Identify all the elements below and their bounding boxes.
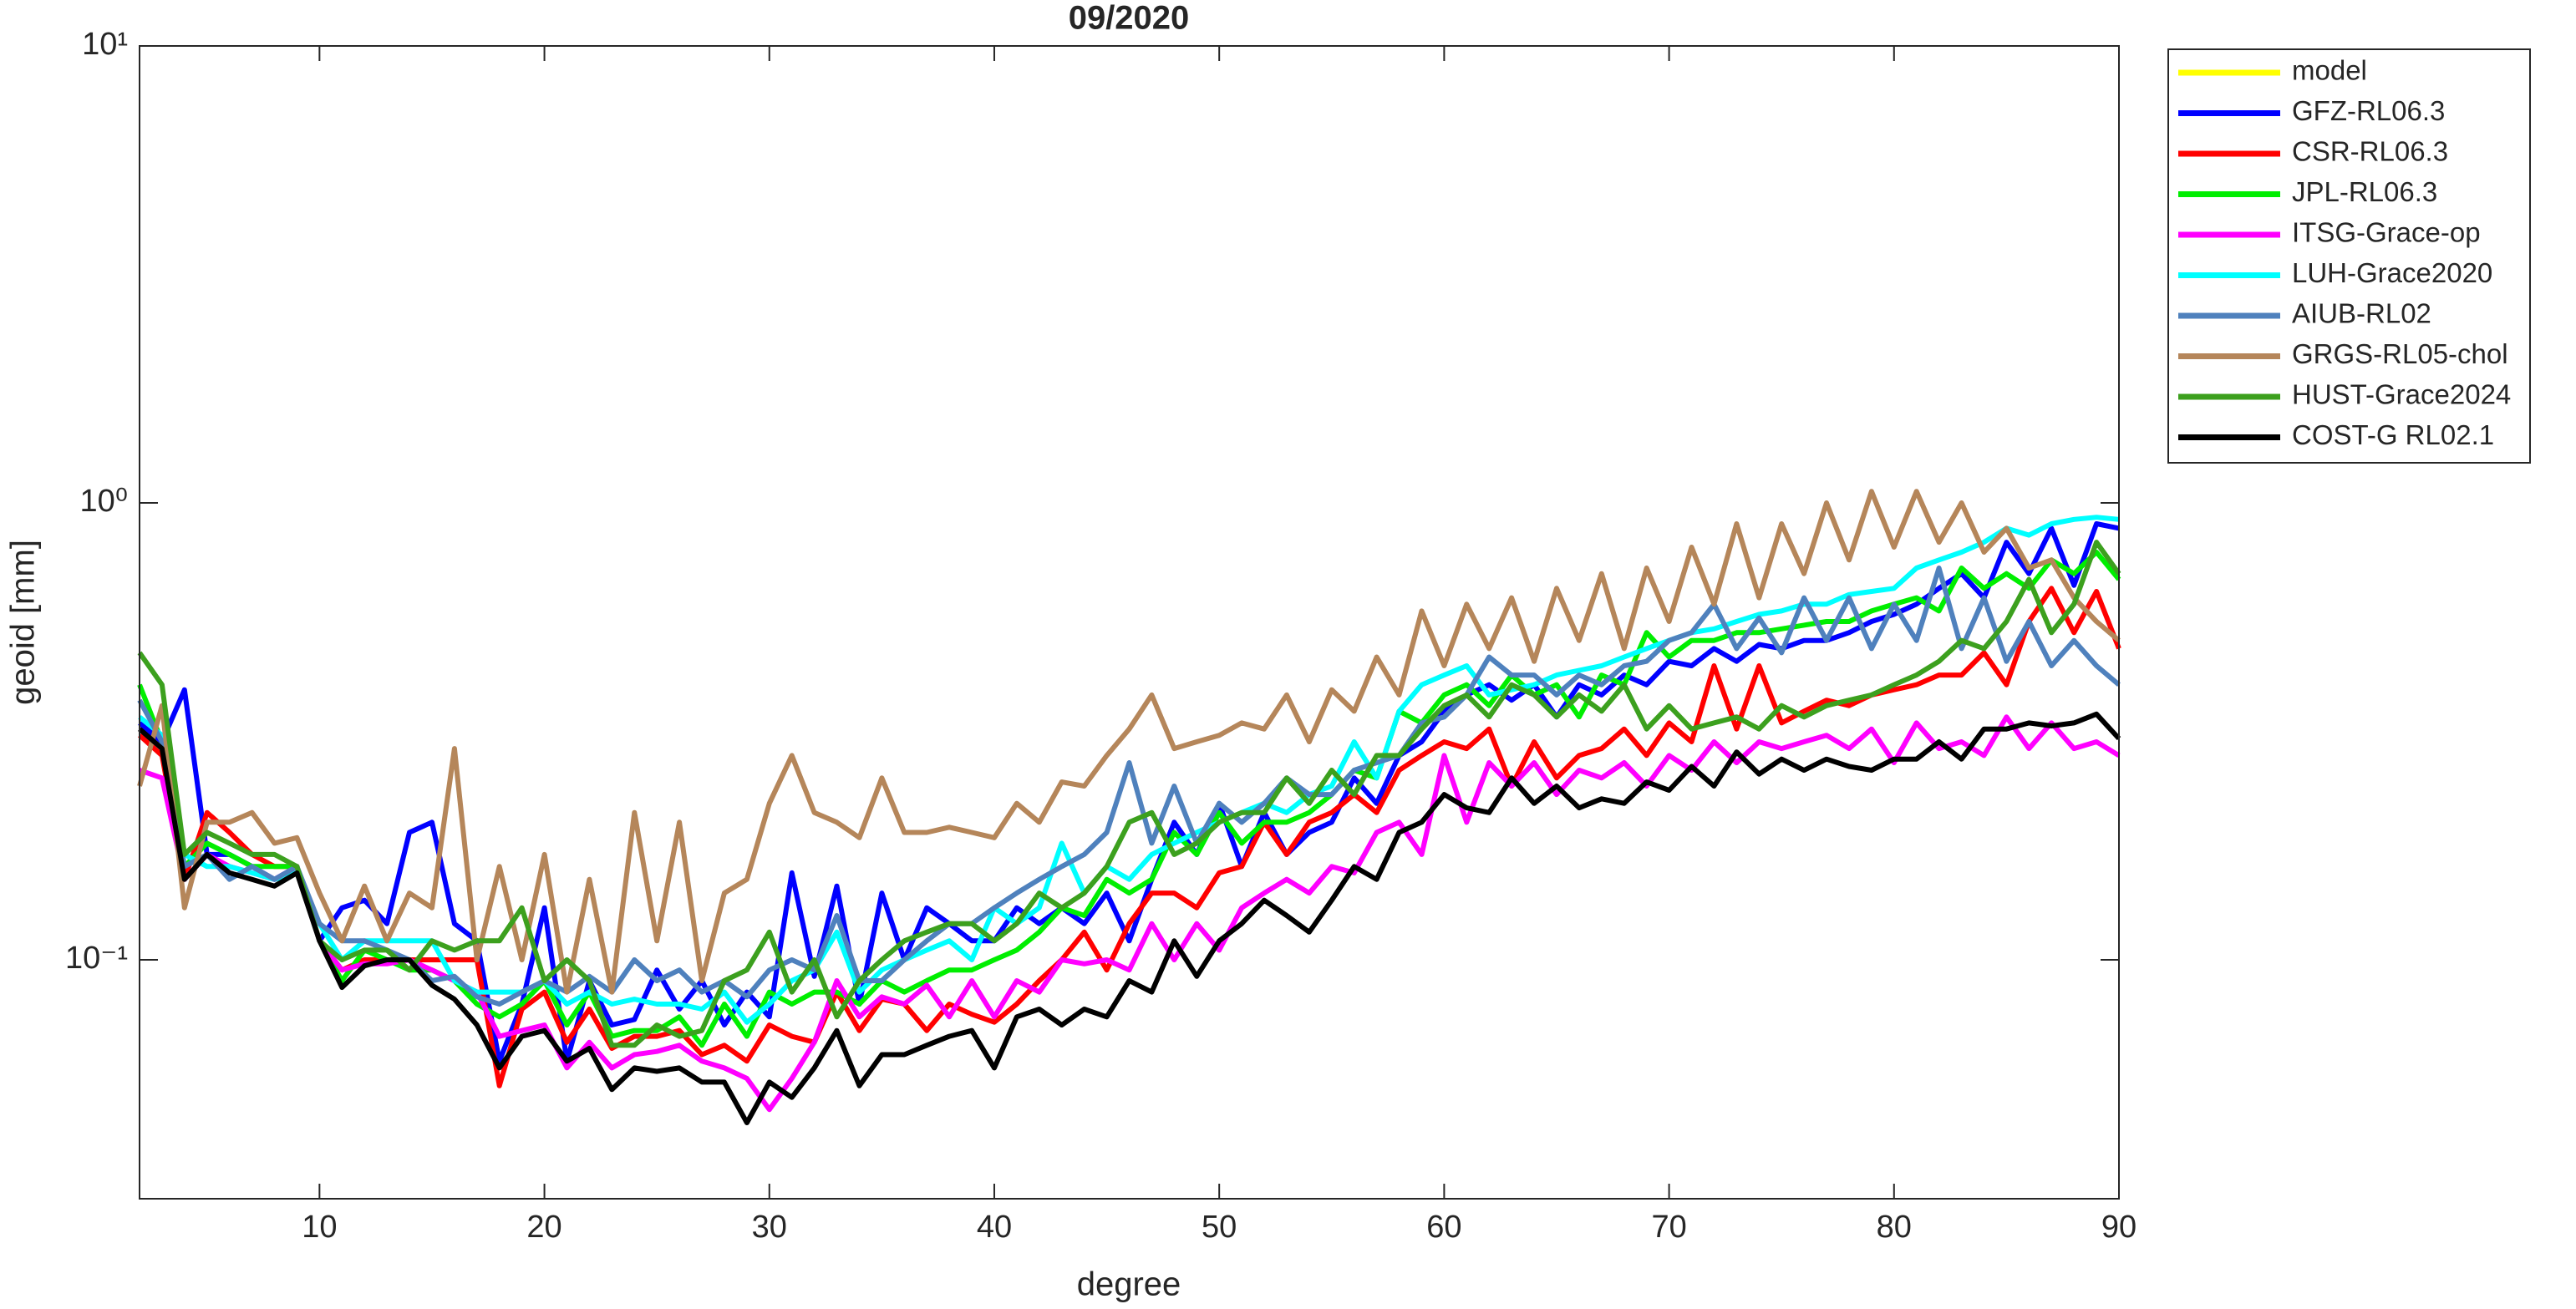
plot-area: [137, 489, 2121, 1125]
legend-label: HUST-Grace2024: [2292, 379, 2511, 410]
x-tick-label: 30: [752, 1210, 787, 1245]
axes-box: [139, 45, 2120, 1200]
y-tick-label: 10⁰: [79, 484, 128, 519]
x-tick-label: 40: [977, 1210, 1012, 1245]
x-tick-label: 20: [526, 1210, 561, 1245]
x-tick-label: 50: [1202, 1210, 1237, 1245]
legend-label: LUH-Grace2020: [2292, 257, 2492, 288]
series-line: [137, 566, 2121, 1007]
x-axis-label: degree: [1077, 1266, 1181, 1303]
series-line: [137, 586, 2121, 1088]
legend-label: COST-G RL02.1: [2292, 419, 2494, 450]
legend-label: ITSG-Grace-op: [2292, 217, 2481, 248]
legend-label: GRGS-RL05-chol: [2292, 338, 2508, 369]
x-tick-label: 70: [1651, 1210, 1686, 1245]
y-tick-label: 10¹: [82, 27, 128, 62]
legend-label: CSR-RL06.3: [2292, 136, 2448, 167]
legend-label: AIUB-RL02: [2292, 298, 2431, 329]
series-line: [137, 489, 2121, 995]
y-tick-label: 10⁻¹: [65, 941, 128, 976]
series-line: [137, 550, 2121, 1048]
legend-label: model: [2292, 55, 2367, 86]
y-axis-label: geoid [mm]: [5, 540, 42, 705]
legend: model GFZ-RL06.3 CSR-RL06.3 JPL-RL06.3 ITSG-…: [2167, 48, 2531, 464]
x-tick-label: 90: [2101, 1210, 2137, 1245]
x-tick-label: 10: [302, 1210, 337, 1245]
legend-label: GFZ-RL06.3: [2292, 95, 2445, 126]
x-tick-label: 80: [1877, 1210, 1912, 1245]
legend-label: JPL-RL06.3: [2292, 176, 2437, 207]
chart-title: 09/2020: [1069, 0, 1190, 37]
series-line: [137, 540, 2121, 1048]
series-line: [138, 521, 2120, 1064]
series-line: [138, 711, 2121, 1125]
x-tick-label: 60: [1426, 1210, 1461, 1245]
